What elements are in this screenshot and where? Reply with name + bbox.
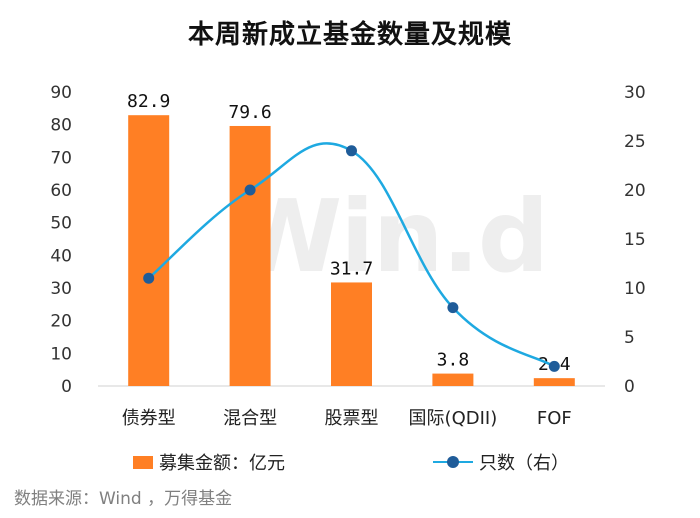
line-point xyxy=(548,360,560,372)
right-tick-label: 15 xyxy=(624,230,646,250)
category-label: 混合型 xyxy=(223,408,277,429)
right-axis-ticks: 0 5 10 15 20 25 30 xyxy=(624,83,646,397)
left-tick-label: 50 xyxy=(50,214,72,234)
line-point xyxy=(244,184,256,196)
line-points xyxy=(143,145,560,372)
legend-bar-swatch xyxy=(133,455,153,469)
left-tick-label: 0 xyxy=(61,377,72,397)
chart-title: 本周新成立基金数量及规模 xyxy=(187,20,512,50)
right-tick-label: 25 xyxy=(624,132,646,152)
category-label: FOF xyxy=(537,408,572,429)
category-label: 债券型 xyxy=(122,408,176,429)
right-tick-label: 30 xyxy=(624,83,646,103)
category-labels: 债券型 混合型 股票型 国际(QDII) FOF xyxy=(122,408,572,429)
bar xyxy=(432,373,474,386)
bar xyxy=(533,378,575,386)
left-tick-label: 70 xyxy=(50,148,72,168)
bar-data-label: 79.6 xyxy=(228,102,271,123)
category-label: 股票型 xyxy=(325,408,379,429)
right-tick-label: 10 xyxy=(624,279,646,299)
bar xyxy=(331,282,372,386)
right-tick-label: 5 xyxy=(624,328,635,348)
bar-data-label: 31.7 xyxy=(330,258,373,279)
right-tick-label: 20 xyxy=(624,181,646,201)
left-tick-label: 40 xyxy=(50,246,72,266)
legend-bar-label: 募集金额：亿元 xyxy=(159,453,285,474)
line-point xyxy=(143,272,155,284)
category-label: 国际(QDII) xyxy=(409,408,498,429)
legend-bar: 募集金额：亿元 xyxy=(133,449,285,475)
line-point xyxy=(447,302,459,314)
left-tick-label: 90 xyxy=(50,83,72,103)
left-tick-label: 20 xyxy=(50,312,72,332)
right-tick-label: 0 xyxy=(624,377,635,397)
source-note: 数据来源：Wind ，万得基金 xyxy=(14,489,233,509)
bar-data-label: 3.8 xyxy=(437,350,470,371)
bar-data-label: 82.9 xyxy=(127,91,170,112)
left-axis-ticks: 0 10 20 30 40 50 60 70 80 90 xyxy=(50,83,72,397)
legend-line-swatch xyxy=(433,455,473,469)
left-tick-label: 80 xyxy=(50,116,72,136)
legend-line-label: 只数（右） xyxy=(479,453,569,474)
left-tick-label: 10 xyxy=(50,344,72,364)
bar xyxy=(229,125,271,387)
legend-line: 只数（右） xyxy=(433,449,569,475)
line-point xyxy=(346,145,357,157)
left-tick-label: 60 xyxy=(50,181,72,201)
left-tick-label: 30 xyxy=(50,279,72,299)
bar-series xyxy=(128,115,575,387)
bar xyxy=(128,115,170,387)
